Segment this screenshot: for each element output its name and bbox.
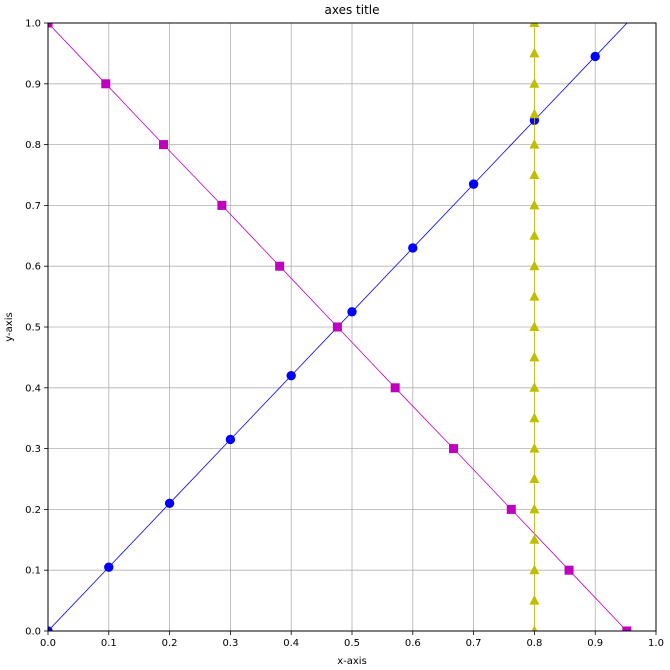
y-tick-label: 0.0 (25, 627, 41, 638)
series-3-point (529, 595, 540, 605)
y-tick-label: 0.9 (25, 79, 41, 90)
series-3-point (529, 291, 540, 301)
series-3-point (529, 382, 540, 392)
series-3-point (529, 78, 540, 88)
series-3-point (529, 260, 540, 271)
series-1-point (590, 51, 600, 62)
series-2-point (332, 322, 342, 332)
series-3-point (529, 564, 540, 575)
series-2-point (564, 565, 574, 575)
x-tick-label: 0.0 (40, 638, 56, 649)
series-2-point (390, 383, 400, 393)
x-tick-label: 1.0 (648, 638, 664, 649)
x-tick-label: 0.3 (222, 638, 238, 649)
series-3-point (529, 534, 540, 544)
y-tick-label: 0.4 (25, 383, 41, 394)
y-tick-label: 1.0 (25, 19, 41, 30)
x-tick-label: 0.8 (526, 638, 542, 649)
series-2-point (275, 261, 285, 271)
x-tick-label: 0.6 (405, 638, 421, 649)
chart-title: axes title (325, 3, 380, 17)
series-3-point (529, 199, 540, 210)
series-3-point (529, 139, 540, 149)
y-tick-label: 0.7 (25, 201, 41, 212)
series-3-point (529, 23, 540, 27)
x-tick-label: 0.4 (283, 638, 299, 649)
series-2-point (622, 626, 632, 631)
series-1-point (347, 307, 357, 317)
series-1-point (225, 434, 236, 445)
series-3-point (529, 443, 540, 453)
series-2-point (101, 79, 111, 89)
series-1-point (104, 562, 114, 572)
y-tick-label: 0.1 (25, 566, 41, 577)
x-tick-label: 0.9 (587, 638, 603, 649)
series-3-point (529, 108, 540, 119)
y-tick-label: 0.6 (25, 262, 41, 273)
series-2-point (506, 504, 516, 514)
plot-area (48, 23, 632, 631)
y-tick-label: 0.3 (25, 444, 41, 455)
series-3-point (529, 47, 540, 58)
series-3-point (529, 473, 540, 483)
series-2-point (449, 444, 459, 454)
series-3-point (529, 169, 540, 179)
series-3-point (529, 321, 540, 331)
y-axis-label: y-axis (4, 312, 15, 341)
x-axis-label: x-axis (337, 656, 367, 667)
x-tick-label: 0.1 (101, 638, 117, 649)
grid (47, 22, 657, 632)
y-tick-label: 0.5 (25, 323, 41, 334)
y-tick-label: 0.8 (25, 140, 41, 151)
y-tick-label: 0.2 (25, 505, 41, 516)
series-3-point (529, 412, 540, 423)
series-2-point (217, 200, 227, 210)
series-3-point (529, 230, 540, 240)
series-1-point (286, 370, 296, 381)
series-3-point (529, 351, 540, 362)
x-tick-label: 0.2 (162, 638, 178, 649)
series-1-point (468, 179, 479, 189)
series-3-point (529, 503, 540, 514)
series-2-point (159, 140, 169, 150)
axis-ticks: 0.0 0.1 0.2 0.3 0.4 0.5 0.6 0.7 0.8 0.9 1.0 0.0 0.1 0… (25, 19, 664, 650)
x-tick-label: 0.5 (344, 638, 360, 649)
series-1-point (164, 498, 175, 509)
series-1-point (408, 243, 418, 253)
series-2-point (48, 23, 53, 28)
x-tick-label: 0.7 (466, 638, 482, 649)
